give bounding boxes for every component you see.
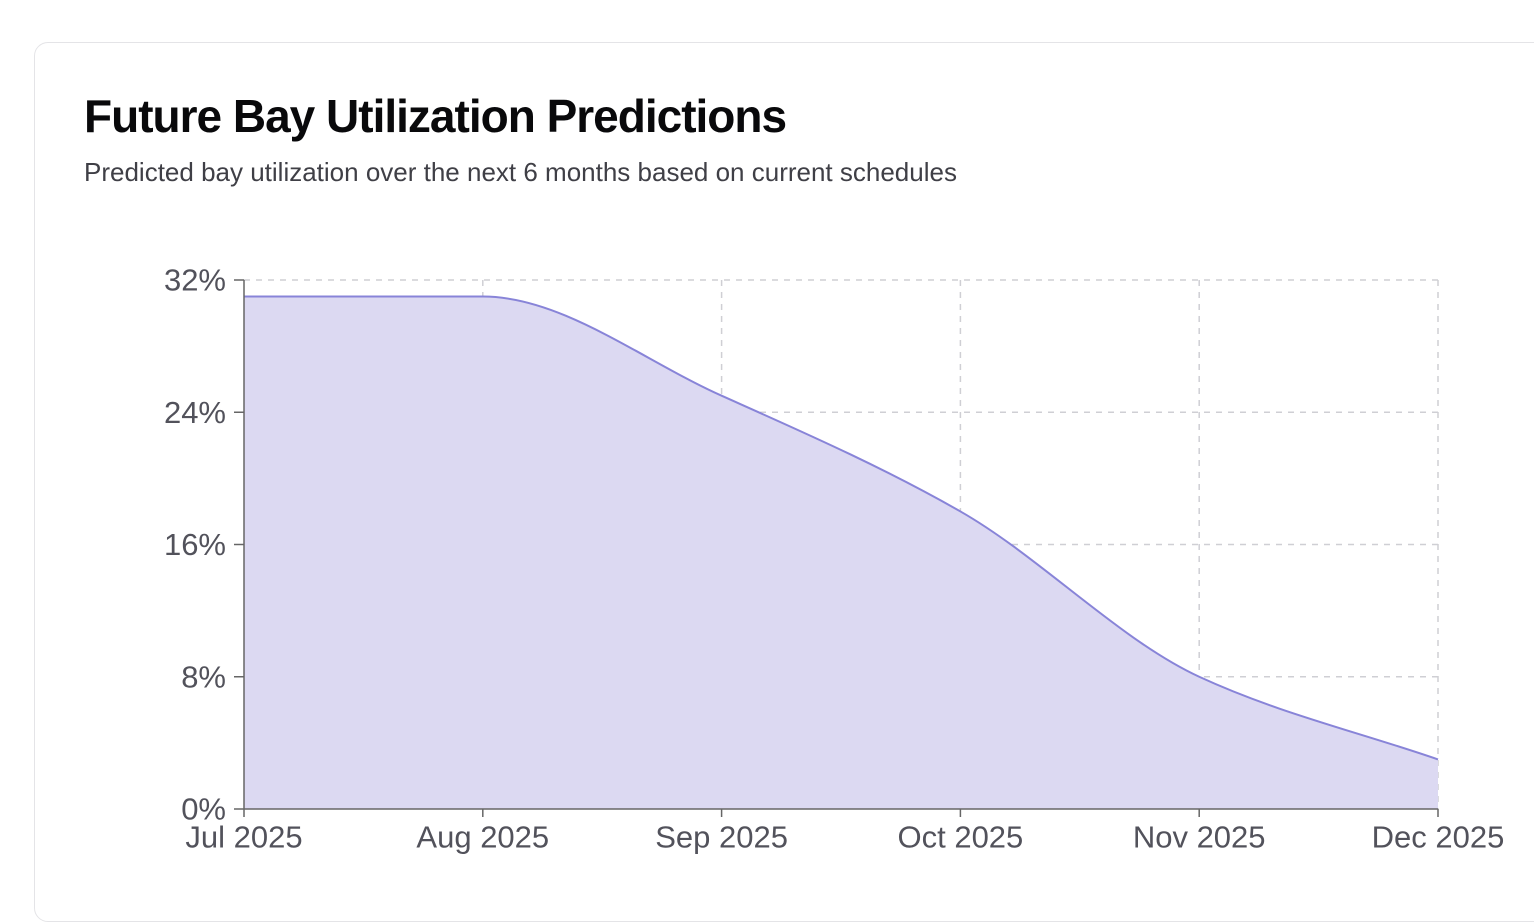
x-tick-label-4: Nov 2025: [1133, 820, 1266, 855]
series-area-fill: [244, 296, 1438, 809]
x-tick-label-0: Jul 2025: [185, 820, 302, 855]
y-tick-label-3: 24%: [164, 395, 226, 430]
y-tick-label-0: 0%: [181, 792, 226, 827]
y-tick-label-2: 16%: [164, 527, 226, 562]
utilization-area-chart: 0% 8% 16% 24% 32% Jul 2025 Aug 2025 Sep 2025 Oct…: [164, 263, 1504, 855]
x-tick-label-5: Dec 2025: [1372, 820, 1505, 855]
chart-axes: 0% 8% 16% 24% 32% Jul 2025 Aug 2025 Sep 2025 Oct…: [164, 263, 1504, 855]
chart-subtitle: Predicted bay utilization over the next …: [84, 157, 957, 187]
chart-series: [244, 295, 1439, 809]
y-tick-label-1: 8%: [181, 659, 226, 694]
chart-title: Future Bay Utilization Predictions: [84, 90, 787, 142]
y-tick-label-4: 32%: [164, 263, 226, 298]
x-tick-label-2: Sep 2025: [655, 820, 788, 855]
series-line: [244, 295, 1439, 761]
x-tick-label-1: Aug 2025: [416, 820, 549, 855]
x-tick-label-3: Oct 2025: [897, 820, 1023, 855]
